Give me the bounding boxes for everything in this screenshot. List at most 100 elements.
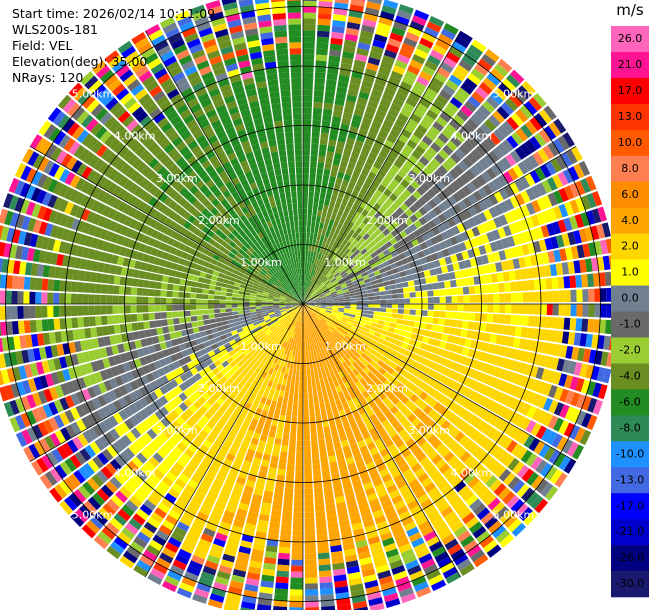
velocity-gate [481, 362, 490, 374]
velocity-gate [289, 589, 303, 596]
velocity-gate [311, 215, 317, 222]
velocity-gate [489, 263, 497, 273]
velocity-gate [452, 203, 463, 214]
velocity-gate [438, 241, 448, 250]
velocity-gate [369, 126, 380, 135]
velocity-gate [184, 286, 192, 293]
velocity-gate [606, 287, 613, 302]
velocity-gate [451, 443, 463, 455]
velocity-gate [442, 408, 453, 420]
velocity-gate [343, 39, 357, 48]
velocity-gate [503, 325, 511, 336]
velocity-gate [344, 325, 351, 331]
velocity-gate [304, 292, 307, 299]
velocity-gate [53, 292, 60, 304]
velocity-gate [325, 280, 331, 286]
velocity-gate [541, 342, 550, 355]
velocity-gate [432, 317, 440, 325]
velocity-gate [231, 300, 238, 304]
velocity-gate [321, 285, 327, 290]
velocity-gate [427, 368, 436, 378]
velocity-gate [304, 280, 307, 287]
velocity-gate [305, 345, 308, 352]
velocity-gate [463, 259, 472, 269]
velocity-gate [309, 179, 316, 186]
velocity-gate [334, 255, 341, 263]
velocity-gate [539, 316, 547, 328]
velocity-gate [232, 314, 239, 319]
velocity-gate [534, 498, 549, 514]
velocity-gate [563, 422, 575, 438]
velocity-gate [419, 381, 428, 391]
velocity-gate [467, 217, 477, 228]
velocity-gate [314, 285, 319, 291]
velocity-gate [529, 170, 541, 184]
velocity-gate [76, 305, 84, 316]
velocity-gate [149, 280, 156, 289]
velocity-gate [550, 158, 562, 173]
velocity-gate [450, 180, 461, 191]
velocity-gate [411, 86, 424, 98]
velocity-gate [436, 250, 445, 259]
velocity-gate [303, 393, 308, 400]
velocity-gate [106, 305, 113, 315]
velocity-gate [409, 214, 418, 223]
velocity-gate [467, 379, 477, 390]
velocity-gate [482, 184, 493, 196]
velocity-gate [320, 254, 325, 261]
velocity-gate [329, 287, 336, 292]
velocity-gate [467, 135, 479, 148]
velocity-gate [460, 82, 474, 95]
velocity-gate [303, 66, 314, 73]
velocity-gate [533, 440, 546, 455]
velocity-gate [330, 277, 337, 283]
velocity-gate [411, 165, 422, 175]
velocity-gate [448, 168, 460, 180]
velocity-gate [542, 195, 553, 209]
velocity-gate [338, 299, 345, 302]
velocity-gate [572, 444, 584, 460]
velocity-gate [424, 26, 439, 38]
velocity-gate [363, 349, 371, 356]
velocity-gate [385, 308, 393, 313]
velocity-gate [482, 221, 492, 233]
velocity-gate [237, 297, 244, 301]
velocity-gate [409, 204, 418, 214]
velocity-gate [373, 236, 382, 244]
velocity-gate [308, 304, 315, 306]
velocity-gate [585, 210, 596, 225]
velocity-gate [521, 243, 530, 256]
velocity-gate [321, 120, 331, 128]
velocity-gate [535, 367, 545, 380]
velocity-gate [518, 256, 527, 268]
velocity-gate [303, 54, 315, 61]
velocity-gate [303, 89, 313, 96]
velocity-gate [513, 428, 525, 442]
velocity-gate [35, 291, 42, 304]
velocity-gate [330, 170, 338, 178]
velocity-gate [315, 179, 322, 187]
velocity-gate [409, 134, 421, 145]
velocity-gate [467, 205, 478, 217]
velocity-gate [504, 382, 515, 395]
velocity-gate [343, 173, 352, 182]
velocity-gate [325, 503, 336, 511]
velocity-gate [350, 151, 360, 160]
velocity-gate [320, 284, 326, 289]
velocity-gate [373, 291, 380, 297]
velocity-gate [353, 211, 361, 219]
velocity-gate [323, 325, 329, 331]
velocity-gate [351, 189, 359, 198]
velocity-gate [422, 222, 432, 232]
velocity-gate [150, 272, 158, 281]
velocity-gate [400, 164, 411, 174]
velocity-gate [307, 287, 311, 294]
velocity-gate [515, 108, 529, 123]
velocity-gate [403, 337, 411, 344]
velocity-gate [325, 293, 332, 297]
velocity-gate [328, 139, 337, 147]
velocity-gate [482, 374, 492, 385]
velocity-gate [514, 326, 522, 337]
velocity-gate [358, 237, 366, 245]
velocity-gate [335, 242, 342, 249]
